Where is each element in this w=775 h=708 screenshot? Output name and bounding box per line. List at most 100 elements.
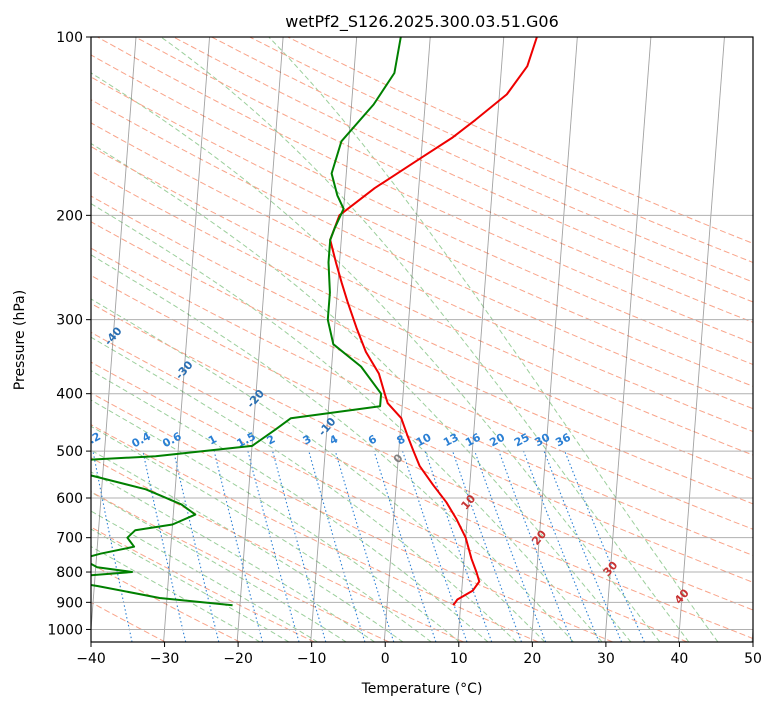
mixing-ratio-line — [523, 450, 600, 642]
moist-adiabat — [268, 37, 719, 642]
isotherm — [530, 37, 578, 642]
isotherm — [236, 37, 284, 642]
y-tick-label: 800 — [56, 565, 83, 581]
x-tick-label: 20 — [523, 651, 541, 667]
y-tick-label: 500 — [56, 444, 83, 460]
dry-adiabat — [249, 37, 753, 264]
y-tick-label: 600 — [56, 491, 83, 507]
mixing-ratio-label: 10 — [414, 431, 434, 450]
moist-adiabat — [91, 336, 517, 642]
dry-adiabat — [173, 37, 753, 303]
mixing-ratio-line — [564, 450, 645, 642]
x-axis-label: Temperature (°C) — [361, 681, 483, 697]
x-tick-label: −30 — [150, 651, 180, 667]
mixing-ratio-line — [247, 450, 300, 642]
moist-adiabat — [91, 399, 460, 642]
isotherm — [457, 37, 505, 642]
y-axis-ticks: 100 200 300 400 500 600 700 800 900 1000 — [47, 30, 91, 638]
mixing-ratio-line — [373, 450, 437, 642]
y-tick-label: 100 — [56, 30, 83, 46]
mixing-ratio-label: 13 — [441, 431, 461, 450]
mixing-ratio-line — [173, 450, 220, 642]
x-tick-label: −10 — [297, 651, 327, 667]
temperature-profile — [329, 37, 538, 606]
mixing-ratio-line — [213, 450, 264, 642]
moist-adiabat — [91, 471, 375, 642]
isotherm-label: -50 — [31, 285, 54, 309]
dewpoint-profile — [91, 37, 402, 607]
pressure-gridlines — [91, 36, 753, 630]
moist-adiabat — [91, 203, 603, 642]
isotherm — [678, 37, 725, 642]
y-tick-label: 200 — [56, 208, 83, 224]
x-tick-label: −40 — [76, 651, 106, 667]
mixing-ratio-label: 16 — [463, 431, 483, 450]
dry-adiabat — [91, 274, 753, 583]
x-tick-label: −20 — [223, 651, 253, 667]
y-tick-label: 300 — [56, 313, 83, 329]
x-tick-label: 50 — [744, 651, 762, 667]
mixing-ratio-line — [272, 450, 327, 642]
dry-adiabat — [91, 424, 539, 642]
isotherm — [310, 37, 358, 642]
moist-adiabat — [91, 142, 632, 642]
mixing-ratio-line — [308, 450, 366, 642]
mixing-ratio-line — [142, 451, 187, 642]
moist-adiabat — [91, 491, 347, 642]
dry-adiabat — [91, 563, 241, 642]
isotherm-label: -20 — [244, 387, 267, 411]
dry-adiabat — [91, 526, 315, 642]
x-tick-label: 0 — [381, 651, 390, 667]
profile-series — [91, 37, 538, 607]
plot-frame — [90, 36, 754, 643]
dry-adiabat — [287, 37, 753, 244]
dry-adiabat — [91, 491, 390, 642]
dry-adiabat — [97, 37, 753, 344]
dry-adiabat — [135, 37, 753, 323]
x-tick-label: 40 — [671, 651, 689, 667]
dry-adiabat — [91, 331, 753, 640]
mixing-ratio-label: 20 — [487, 431, 507, 450]
dry-adiabat — [91, 122, 753, 433]
moist-adiabat — [91, 72, 661, 642]
mixing-ratio-label: 0.4 — [130, 430, 154, 451]
mixing-ratio-label: 1 — [206, 432, 219, 447]
dry-adiabat — [91, 221, 753, 530]
y-tick-label: 1000 — [47, 622, 83, 638]
dry-adiabat — [91, 247, 753, 556]
moist-adiabat — [91, 298, 546, 642]
dry-adiabat — [91, 457, 464, 642]
mixing-ratio-label: 3 — [301, 432, 314, 447]
mixing-ratio-line — [498, 450, 573, 642]
mixing-ratio-label: 36 — [553, 431, 573, 450]
y-tick-label: 700 — [56, 531, 83, 547]
y-tick-label: 900 — [56, 595, 83, 611]
x-tick-label: 30 — [597, 651, 615, 667]
mixing-ratio-line — [334, 450, 395, 642]
isotherm-label: -40 — [102, 324, 125, 348]
isotherm — [91, 37, 137, 636]
moist-adiabat — [91, 254, 574, 642]
isotherm-label: 40 — [672, 586, 692, 606]
isotherm — [604, 37, 652, 642]
mixing-ratio-label: 4 — [327, 432, 340, 447]
mixing-ratio-label: 30 — [533, 431, 553, 450]
dry-adiabat — [91, 302, 753, 611]
moist-adiabat — [91, 449, 404, 642]
dry-adiabat — [91, 99, 753, 410]
dry-adiabat — [91, 146, 753, 456]
mixing-ratio-label: 25 — [512, 431, 532, 450]
mixing-ratio-line — [474, 450, 547, 642]
x-tick-label: 10 — [450, 651, 468, 667]
isotherm-label: 10 — [458, 492, 478, 512]
mixing-ratio-label: 8 — [395, 432, 408, 447]
x-axis-ticks: −40 −30 −20 −10 0 10 20 30 40 50 — [76, 642, 762, 667]
background-lines — [91, 37, 753, 642]
mixing-ratio-line — [452, 450, 523, 642]
isotherm-label: 20 — [529, 527, 549, 547]
mixing-ratio-label: 0.2 — [80, 430, 103, 451]
moist-adiabat — [91, 510, 318, 642]
moist-adiabat — [91, 370, 489, 642]
moist-adiabat — [91, 425, 432, 642]
y-tick-label: 400 — [56, 387, 83, 403]
